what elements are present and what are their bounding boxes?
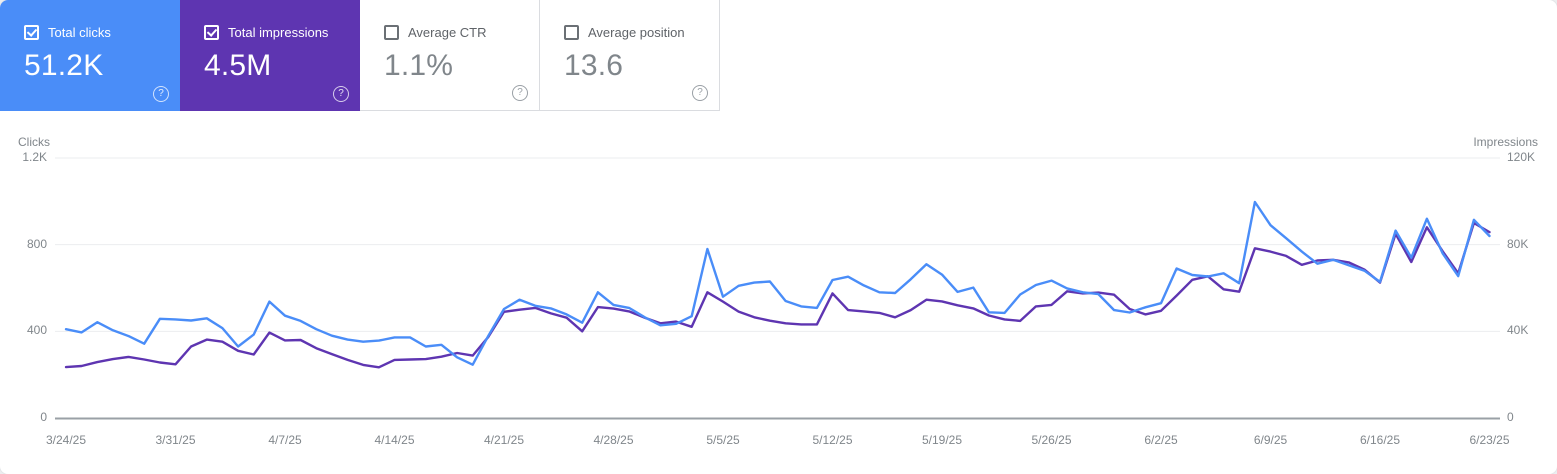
y-tick-right: 0 bbox=[1507, 410, 1514, 424]
card-label: Average position bbox=[588, 25, 685, 40]
metric-card-total-impressions[interactable]: Total impressions 4.5M ? bbox=[180, 0, 360, 111]
help-icon[interactable]: ? bbox=[333, 86, 349, 102]
y-tick-left: 1.2K bbox=[22, 150, 47, 164]
card-header: Average position bbox=[564, 25, 719, 40]
y-tick-left: 0 bbox=[40, 410, 47, 424]
card-header: Average CTR bbox=[384, 25, 539, 40]
series-line-total-clicks bbox=[64, 200, 1491, 366]
x-tick-date: 3/24/25 bbox=[45, 433, 87, 447]
card-value: 1.1% bbox=[384, 49, 454, 82]
y-tick-right: 120K bbox=[1507, 150, 1536, 164]
y-tick-left: 800 bbox=[26, 236, 47, 251]
x-tick-date: 5/26/25 bbox=[1031, 433, 1072, 447]
metric-card-total-clicks[interactable]: Total clicks 51.2K ? bbox=[0, 0, 180, 111]
x-tick-date: 4/7/25 bbox=[268, 433, 302, 447]
left-axis-title: Clicks bbox=[18, 135, 50, 149]
x-tick-date: 5/19/25 bbox=[921, 433, 963, 447]
checkbox-unchecked-icon[interactable] bbox=[384, 25, 399, 40]
card-label: Total clicks bbox=[48, 25, 111, 40]
x-tick-date: 4/21/25 bbox=[483, 433, 525, 447]
checkbox-unchecked-icon[interactable] bbox=[564, 25, 579, 40]
x-tick-date: 6/23/25 bbox=[1469, 433, 1510, 447]
x-tick-date: 5/12/25 bbox=[812, 433, 853, 447]
card-label: Total impressions bbox=[228, 25, 329, 40]
help-icon[interactable]: ? bbox=[153, 86, 169, 102]
metric-card-average-position[interactable]: Average position 13.6 ? bbox=[540, 0, 720, 111]
x-tick-date: 6/9/25 bbox=[1253, 433, 1288, 447]
checkbox-checked-icon[interactable] bbox=[24, 25, 39, 40]
card-header: Total impressions bbox=[204, 25, 360, 40]
card-header: Total clicks bbox=[24, 25, 180, 40]
x-tick-date: 4/28/25 bbox=[593, 433, 634, 447]
checkbox-checked-icon[interactable] bbox=[204, 25, 219, 40]
x-tick-date: 6/2/25 bbox=[1144, 433, 1178, 447]
x-tick-date: 4/14/25 bbox=[374, 433, 415, 447]
card-value: 4.5M bbox=[204, 49, 272, 82]
y-tick-left: 400 bbox=[26, 323, 47, 338]
right-axis-title: Impressions bbox=[1473, 135, 1538, 149]
series-line-total-impressions bbox=[64, 221, 1491, 369]
help-icon[interactable]: ? bbox=[512, 85, 528, 101]
y-tick-right: 40K bbox=[1507, 323, 1529, 338]
metric-cards: Total clicks 51.2K ? Total impressions 4… bbox=[0, 0, 720, 111]
card-value: 51.2K bbox=[24, 49, 104, 82]
x-tick-date: 5/5/25 bbox=[706, 433, 740, 447]
card-value: 13.6 bbox=[564, 49, 624, 82]
y-tick-right: 80K bbox=[1507, 236, 1529, 251]
card-label: Average CTR bbox=[408, 25, 487, 40]
x-tick-date: 3/31/25 bbox=[155, 433, 196, 447]
help-icon[interactable]: ? bbox=[692, 85, 708, 101]
x-tick-date: 6/16/25 bbox=[1359, 433, 1401, 447]
metric-card-average-ctr[interactable]: Average CTR 1.1% ? bbox=[360, 0, 540, 111]
